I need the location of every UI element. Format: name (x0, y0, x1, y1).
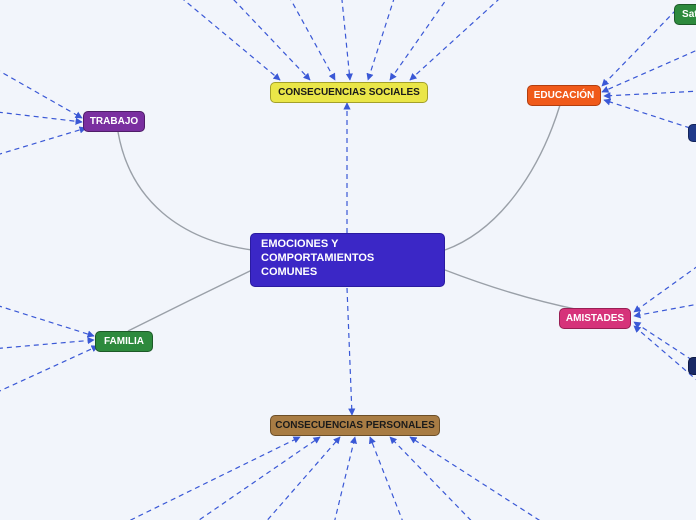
node-educacion[interactable]: EDUCACIÓN (527, 85, 601, 106)
node-trabajo[interactable]: TRABAJO (83, 111, 145, 132)
node-center-label: EMOCIONES YCOMPORTAMIENTOSCOMUNES (261, 238, 374, 279)
node-satis-label: Satis (682, 9, 696, 20)
node-amistades[interactable]: AMISTADES (559, 308, 631, 329)
node-edge-right-2[interactable] (688, 357, 696, 375)
node-familia-label: FAMILIA (104, 336, 144, 347)
node-cp-label: CONSECUENCIAS PERSONALES (275, 420, 434, 431)
node-educ-label: EDUCACIÓN (534, 90, 595, 101)
node-amist-label: AMISTADES (566, 313, 624, 324)
node-satis-partial[interactable]: Satis (674, 4, 696, 25)
node-cs-label: CONSECUENCIAS SOCIALES (278, 87, 420, 98)
node-consecuencias-sociales[interactable]: CONSECUENCIAS SOCIALES (270, 82, 428, 103)
node-center[interactable]: EMOCIONES YCOMPORTAMIENTOSCOMUNES (250, 233, 445, 287)
node-consecuencias-personales[interactable]: CONSECUENCIAS PERSONALES (270, 415, 440, 436)
node-familia[interactable]: FAMILIA (95, 331, 153, 352)
node-trabajo-label: TRABAJO (90, 116, 138, 127)
node-edge-right-1[interactable] (688, 124, 696, 142)
mindmap-canvas: EMOCIONES YCOMPORTAMIENTOSCOMUNES CONSEC… (0, 0, 696, 520)
